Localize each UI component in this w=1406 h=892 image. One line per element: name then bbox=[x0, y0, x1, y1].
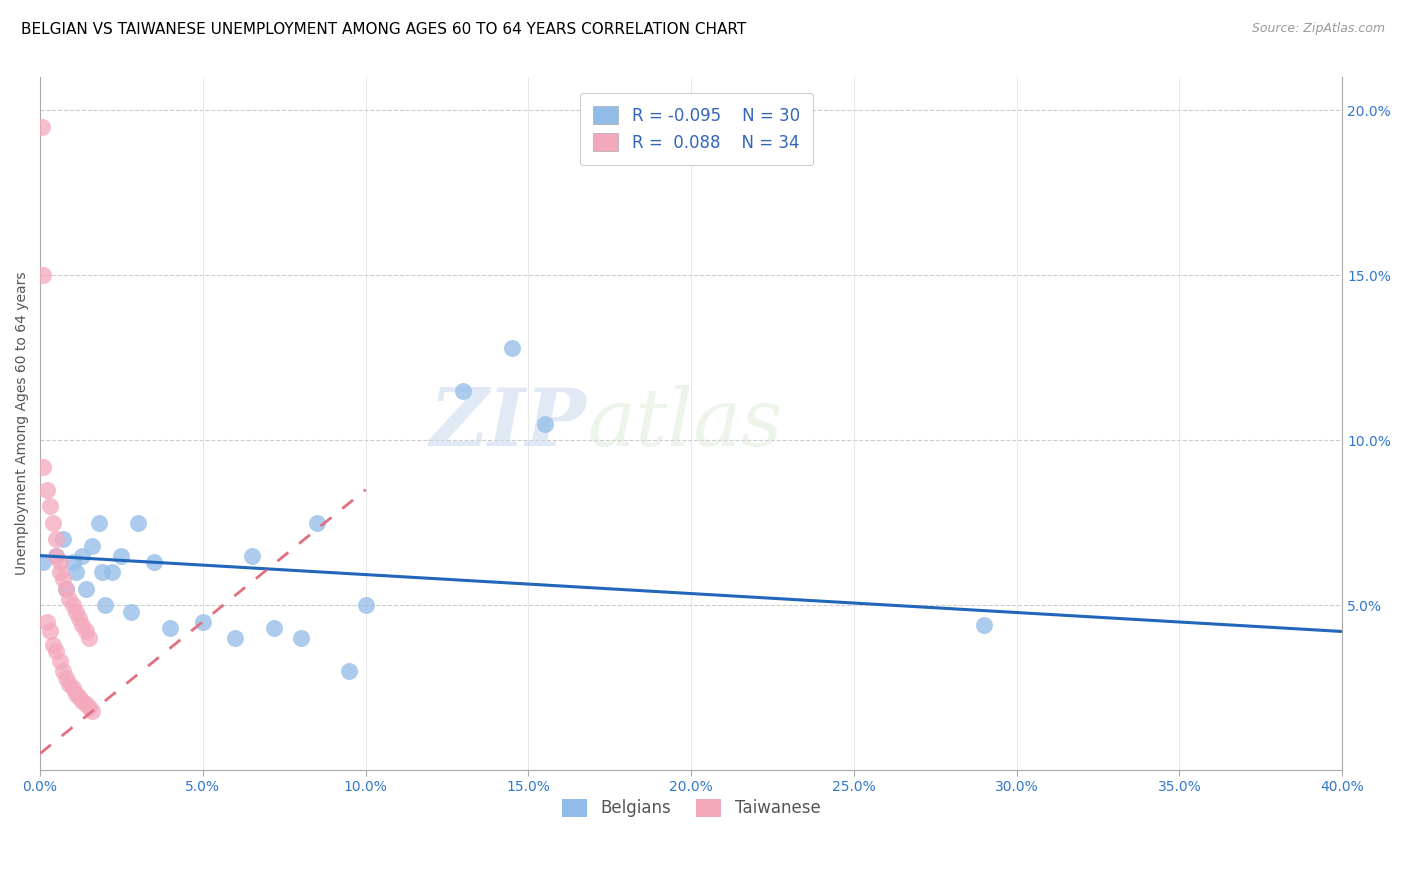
Text: Source: ZipAtlas.com: Source: ZipAtlas.com bbox=[1251, 22, 1385, 36]
Point bbox=[75, 624, 97, 639]
Point bbox=[65, 687, 87, 701]
Point bbox=[191, 615, 214, 629]
Point bbox=[533, 417, 555, 431]
Point bbox=[290, 631, 312, 645]
Point bbox=[82, 704, 104, 718]
Point bbox=[38, 499, 60, 513]
Text: BELGIAN VS TAIWANESE UNEMPLOYMENT AMONG AGES 60 TO 64 YEARS CORRELATION CHART: BELGIAN VS TAIWANESE UNEMPLOYMENT AMONG … bbox=[21, 22, 747, 37]
Point bbox=[72, 694, 94, 708]
Point bbox=[62, 598, 84, 612]
Point bbox=[120, 605, 142, 619]
Point bbox=[45, 549, 67, 563]
Point bbox=[77, 700, 100, 714]
Point bbox=[52, 664, 75, 678]
Point bbox=[224, 631, 246, 645]
Point bbox=[48, 654, 70, 668]
Point bbox=[65, 565, 87, 579]
Point bbox=[67, 611, 90, 625]
Text: ZIP: ZIP bbox=[430, 385, 588, 462]
Point bbox=[35, 615, 58, 629]
Point bbox=[337, 664, 360, 678]
Point bbox=[62, 555, 84, 569]
Point bbox=[55, 582, 77, 596]
Point bbox=[72, 618, 94, 632]
Point bbox=[31, 120, 53, 134]
Point bbox=[127, 516, 149, 530]
Point bbox=[45, 532, 67, 546]
Point bbox=[48, 565, 70, 579]
Point bbox=[58, 677, 80, 691]
Point bbox=[354, 598, 377, 612]
Point bbox=[143, 555, 166, 569]
Point bbox=[94, 598, 117, 612]
Y-axis label: Unemployment Among Ages 60 to 64 years: Unemployment Among Ages 60 to 64 years bbox=[15, 272, 30, 575]
Point bbox=[75, 697, 97, 711]
Point bbox=[91, 565, 114, 579]
Point bbox=[55, 582, 77, 596]
Legend: Belgians, Taiwanese: Belgians, Taiwanese bbox=[555, 792, 827, 824]
Point bbox=[65, 605, 87, 619]
Point bbox=[263, 621, 285, 635]
Point bbox=[82, 539, 104, 553]
Point bbox=[45, 644, 67, 658]
Point bbox=[58, 591, 80, 606]
Point bbox=[240, 549, 263, 563]
Point bbox=[77, 631, 100, 645]
Point bbox=[52, 572, 75, 586]
Point bbox=[35, 483, 58, 497]
Point bbox=[973, 618, 995, 632]
Point bbox=[501, 341, 523, 355]
Text: atlas: atlas bbox=[588, 385, 782, 462]
Point bbox=[55, 671, 77, 685]
Point bbox=[110, 549, 132, 563]
Point bbox=[62, 681, 84, 695]
Point bbox=[42, 638, 65, 652]
Point bbox=[67, 690, 90, 705]
Point bbox=[32, 555, 55, 569]
Point bbox=[305, 516, 328, 530]
Point bbox=[32, 268, 55, 283]
Point bbox=[42, 516, 65, 530]
Point bbox=[453, 384, 475, 398]
Point bbox=[75, 582, 97, 596]
Point bbox=[38, 624, 60, 639]
Point bbox=[72, 549, 94, 563]
Point bbox=[48, 555, 70, 569]
Point bbox=[52, 532, 75, 546]
Point bbox=[45, 549, 67, 563]
Point bbox=[87, 516, 110, 530]
Point bbox=[32, 459, 55, 474]
Point bbox=[100, 565, 122, 579]
Point bbox=[159, 621, 181, 635]
